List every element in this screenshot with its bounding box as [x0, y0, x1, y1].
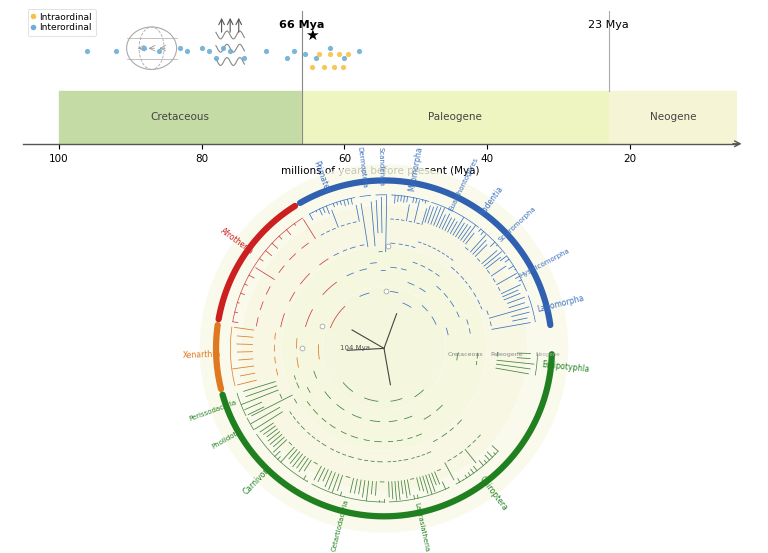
Point — [238, 53, 250, 62]
Text: Pholidota: Pholidota — [210, 429, 242, 450]
Text: Neogene: Neogene — [650, 112, 697, 122]
Text: Neogene: Neogene — [535, 352, 560, 357]
Circle shape — [282, 246, 486, 451]
Point — [260, 46, 272, 55]
Point — [337, 62, 349, 71]
Point — [224, 46, 237, 55]
Text: Lagomorpha: Lagomorpha — [536, 294, 585, 315]
Point — [203, 46, 215, 55]
Legend: Intraordinal, Interordinal: Intraordinal, Interordinal — [28, 9, 95, 36]
Circle shape — [240, 205, 528, 492]
Circle shape — [323, 287, 445, 410]
Text: Euarchontoglires: Euarchontoglires — [449, 156, 479, 212]
Point — [313, 49, 326, 58]
Text: Primates: Primates — [312, 160, 332, 195]
Text: Paleogene: Paleogene — [491, 352, 523, 357]
Text: Cretaceous: Cretaceous — [448, 352, 484, 357]
Point — [353, 46, 365, 55]
Point — [110, 46, 122, 55]
Text: Myomorpha: Myomorpha — [407, 145, 424, 192]
Point — [153, 46, 165, 55]
Point — [210, 53, 222, 62]
Text: Dermoptera: Dermoptera — [356, 147, 367, 189]
Text: Cretaceous: Cretaceous — [151, 112, 210, 122]
X-axis label: millions of years before present (Mya): millions of years before present (Mya) — [281, 166, 479, 176]
Text: Afrotheria: Afrotheria — [218, 226, 255, 256]
Point — [281, 53, 293, 62]
Point — [181, 46, 194, 55]
Point — [324, 44, 336, 53]
Text: Eulipotyphla: Eulipotyphla — [541, 361, 590, 374]
Point — [318, 62, 330, 71]
Text: Scandentia: Scandentia — [378, 147, 384, 186]
Point — [342, 49, 354, 58]
Circle shape — [347, 311, 421, 385]
Text: Rodentia: Rodentia — [478, 185, 505, 217]
Point — [217, 44, 229, 53]
Text: Xenarthra: Xenarthra — [183, 349, 221, 360]
Circle shape — [200, 164, 568, 533]
Bar — [302, 91, 609, 144]
Point — [310, 53, 322, 62]
Point — [195, 44, 207, 53]
Text: 104 Mya: 104 Mya — [340, 346, 370, 351]
Point — [138, 44, 151, 53]
Text: 23 Mya: 23 Mya — [588, 20, 629, 30]
Text: Chiroptera: Chiroptera — [478, 475, 509, 513]
Bar — [58, 91, 302, 144]
Text: Laurasiatheria: Laurasiatheria — [414, 502, 430, 552]
Point — [299, 49, 311, 58]
Point — [328, 62, 340, 71]
Point — [306, 62, 319, 71]
Bar — [609, 91, 737, 144]
Point — [338, 53, 350, 62]
Text: Sciuromorpha: Sciuromorpha — [498, 205, 537, 243]
Point — [81, 46, 94, 55]
Text: Cetartiodactyla: Cetartiodactyla — [330, 499, 349, 552]
Point — [324, 49, 336, 58]
Point — [174, 44, 187, 53]
Text: Hystricomorpha: Hystricomorpha — [519, 247, 571, 279]
Point — [288, 46, 300, 55]
Point — [333, 49, 345, 58]
Text: Perissodactyla: Perissodactyla — [188, 399, 237, 422]
Text: ★: ★ — [306, 28, 319, 43]
Text: Carnivora: Carnivora — [241, 463, 273, 496]
Text: 66 Mya: 66 Mya — [279, 20, 324, 30]
Text: Paleogene: Paleogene — [429, 112, 482, 122]
